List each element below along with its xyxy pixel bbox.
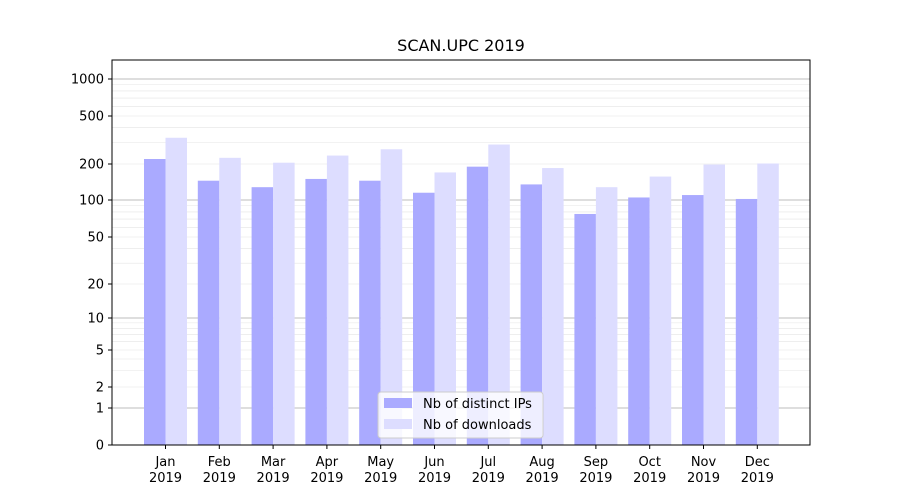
bar-distinct-ips-oct [628, 197, 650, 445]
x-axis: Jan2019Feb2019Mar2019Apr2019May2019Jun20… [149, 445, 774, 486]
bar-distinct-ips-mar [251, 187, 274, 445]
y-tick-label: 10 [87, 312, 104, 327]
bar-downloads-nov [703, 164, 725, 446]
bar-downloads-oct [649, 176, 672, 445]
y-tick-label: 20 [87, 278, 104, 293]
bar-distinct-ips-dec [735, 198, 758, 445]
legend-label-distinct-ips: Nb of distinct IPs [423, 397, 532, 412]
bar-distinct-ips-feb [197, 180, 220, 446]
x-tick-label-year: 2019 [418, 471, 451, 486]
bars-group [144, 137, 779, 446]
bar-downloads-jun [434, 172, 456, 446]
x-tick-label-month: Nov [691, 455, 717, 470]
x-tick-label-year: 2019 [687, 471, 720, 486]
plot-frame [111, 59, 811, 446]
x-tick-label-year: 2019 [526, 471, 559, 486]
bar-downloads-mar [273, 162, 295, 445]
bar-distinct-ips-may [359, 180, 381, 446]
bar-downloads-feb [219, 157, 241, 445]
y-tick-label: 100 [79, 194, 104, 209]
y-tick-label: 1 [96, 402, 104, 417]
x-tick-label-year: 2019 [203, 471, 236, 486]
y-tick-label: 500 [79, 110, 104, 125]
chart-title: SCAN.UPC 2019 [397, 36, 525, 55]
x-tick-label-year: 2019 [472, 471, 505, 486]
bar-downloads-aug [542, 168, 564, 446]
bar-distinct-ips-sep [574, 213, 596, 445]
legend-label-downloads: Nb of downloads [423, 418, 532, 433]
y-tick-label: 0 [96, 439, 104, 454]
bar-downloads-jul [488, 144, 510, 446]
legend: Nb of distinct IPs Nb of downloads [377, 391, 544, 439]
x-tick-label-month: Jul [479, 455, 496, 470]
bar-distinct-ips-apr [305, 178, 327, 445]
x-tick-label-year: 2019 [364, 471, 397, 486]
bar-distinct-ips-jul [466, 166, 489, 446]
x-tick-label-year: 2019 [741, 471, 774, 486]
y-tick-label: 200 [79, 158, 104, 173]
y-tick-label: 50 [87, 231, 104, 246]
bar-distinct-ips-jun [413, 192, 435, 445]
bar-distinct-ips-jan [144, 159, 166, 445]
bar-downloads-may [380, 149, 403, 445]
x-tick-label-month: Aug [529, 455, 554, 470]
x-tick-label-month: Jan [154, 455, 175, 470]
y-axis: 0 1 2 5 10 20 50 100 200 500 1000 [71, 73, 112, 454]
legend-swatch-distinct-ips [384, 398, 412, 408]
y-tick-label: 1000 [71, 73, 104, 88]
x-tick-label-year: 2019 [310, 471, 343, 486]
x-tick-label-year: 2019 [579, 471, 612, 486]
x-tick-label-month: Jun [423, 455, 444, 470]
x-tick-label-month: Oct [638, 455, 660, 470]
x-tick-label-year: 2019 [257, 471, 290, 486]
x-tick-label-month: Sep [584, 455, 609, 470]
bar-downloads-apr [326, 155, 349, 446]
x-tick-label-month: Dec [745, 455, 770, 470]
x-tick-label-month: Mar [261, 455, 286, 470]
legend-swatch-downloads [384, 419, 412, 429]
x-tick-label-month: Apr [316, 455, 339, 470]
bar-downloads-jan [165, 137, 187, 445]
legend-frame [377, 391, 544, 439]
x-tick-label-month: Feb [208, 455, 231, 470]
x-tick-label-year: 2019 [149, 471, 182, 486]
bar-distinct-ips-nov [682, 195, 704, 445]
x-tick-label-month: May [367, 455, 394, 470]
y-tick-label: 2 [96, 381, 104, 396]
bar-downloads-dec [757, 163, 779, 445]
bar-distinct-ips-aug [520, 184, 543, 446]
bar-downloads-sep [595, 187, 618, 445]
y-tick-label: 5 [96, 344, 104, 359]
x-tick-label-year: 2019 [633, 471, 666, 486]
